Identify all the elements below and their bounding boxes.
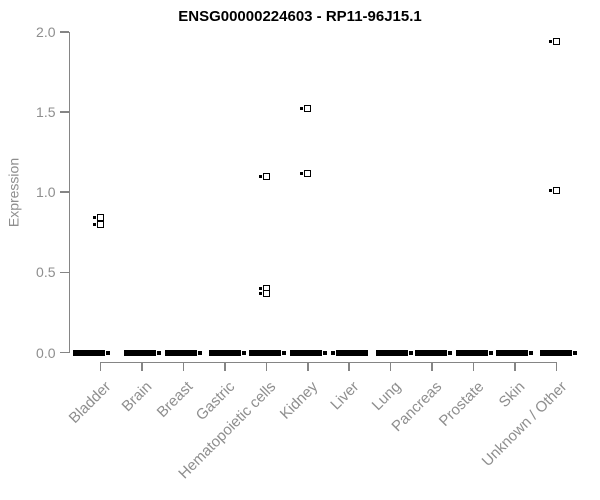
zero-cluster-bar [375,350,413,356]
y-axis-tick [59,351,69,354]
x-axis-tick [472,361,475,371]
zero-cluster-bar [72,350,110,356]
x-axis-tick [265,361,268,371]
zero-cluster-bar [123,350,161,356]
data-point [93,220,104,228]
zero-cluster-bar [249,350,287,356]
y-tick-label: 2.0 [36,24,56,40]
x-axis-tick [348,361,351,371]
data-point [549,38,560,46]
y-tick-label: 0.0 [36,344,56,361]
y-tick-label: 1.5 [36,104,56,121]
x-axis-tick [306,361,309,371]
zero-cluster-bar [539,350,577,356]
data-point [300,105,312,113]
zero-cluster-bar [415,350,453,356]
x-axis-tick [224,361,226,371]
y-axis-tick [59,191,69,194]
zero-cluster-bar [289,350,327,356]
x-axis-tick [431,361,433,371]
y-axis-tick [59,31,69,33]
data-point [258,289,270,297]
zero-cluster-bar [331,350,369,356]
y-tick-label: 0.5 [36,264,56,281]
data-point [549,187,560,195]
x-axis-tick [555,361,558,371]
zero-cluster-bar [165,350,203,356]
x-axis-tick [514,361,516,371]
x-axis-tick [99,361,102,371]
y-tick-label: 1.0 [36,184,56,201]
zero-cluster-bar [208,350,246,356]
zero-cluster-bar [455,350,493,356]
data-point [258,172,270,180]
y-axis-line [68,32,71,353]
chart-title: ENSG00000224603 - RP11-96J15.1 [178,8,422,25]
y-axis-label: Expression [5,157,22,228]
zero-cluster-bar [496,350,534,356]
y-axis-tick [59,271,69,274]
x-axis-tick [141,361,143,371]
y-axis-tick [59,111,69,113]
x-axis-tick [389,361,392,371]
x-axis-line [100,361,557,364]
x-axis-tick [182,361,185,371]
data-point [300,169,312,177]
